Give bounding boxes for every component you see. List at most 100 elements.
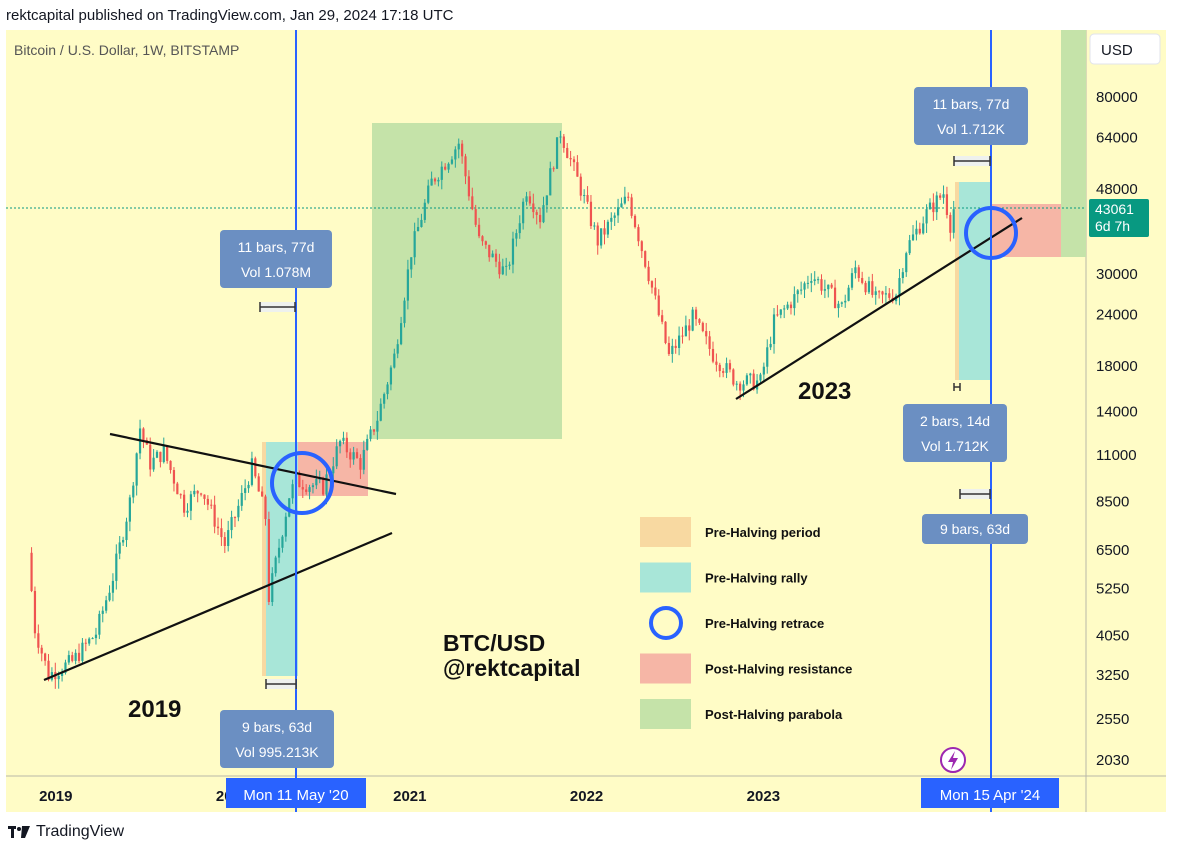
candle-body	[657, 295, 660, 316]
halving-date-text-2020: Mon 11 May '20	[243, 787, 348, 804]
candle-body	[355, 452, 359, 459]
candle-body	[338, 440, 342, 447]
info-box-2-line2: Vol 995.213K	[235, 744, 319, 760]
candle-body	[735, 383, 738, 385]
last-price-label: 43061 6d 7h	[1089, 199, 1149, 237]
year-label-2019: 2019	[128, 696, 181, 723]
candle-body	[416, 226, 420, 232]
candle-body	[600, 228, 603, 246]
currency-button[interactable]: USD	[1089, 33, 1161, 65]
candle-body	[308, 487, 311, 492]
range-marker-2024-top	[953, 156, 991, 166]
candle-body	[57, 675, 60, 680]
candle-body	[515, 233, 518, 239]
candle-body	[674, 345, 677, 349]
candle-body	[454, 149, 457, 160]
candle-body	[718, 364, 721, 372]
candle-body	[105, 600, 108, 611]
candle-body	[389, 367, 393, 385]
candle-body	[376, 420, 379, 432]
candle-body	[481, 236, 484, 242]
candle-body	[305, 489, 308, 492]
y-tick-label: 14000	[1096, 404, 1138, 421]
candle-body	[254, 458, 257, 477]
candle-body	[722, 371, 725, 373]
candle-body	[925, 209, 928, 224]
candle-body	[115, 553, 118, 581]
price-axis-background	[1086, 30, 1166, 776]
candle-body	[345, 437, 348, 453]
candle-body	[640, 241, 643, 252]
candle-body	[786, 304, 789, 309]
candle-body	[111, 580, 115, 593]
candle-body	[633, 215, 637, 228]
candle-body	[423, 202, 426, 220]
info-box-2-line1: 9 bars, 63d	[242, 719, 312, 735]
candle-body	[681, 335, 684, 337]
candle-body	[108, 592, 111, 601]
legend-circle	[649, 606, 683, 640]
candle-body	[949, 214, 952, 233]
legend-label: Post-Halving parabola	[705, 707, 843, 722]
legend-label: Pre-Halving period	[705, 525, 821, 540]
candle-body	[406, 269, 409, 301]
candle-body	[803, 283, 806, 290]
x-tick-label: 2019	[39, 788, 72, 805]
candle-body	[193, 490, 196, 495]
candle-body	[820, 279, 823, 291]
candle-body	[766, 347, 769, 367]
halving-date-label-2024: Mon 15 Apr '24	[921, 778, 1059, 808]
candle-body	[562, 136, 565, 148]
candle-body	[759, 374, 762, 381]
candle-body	[301, 487, 304, 490]
candle-body	[844, 300, 847, 303]
candle-body	[311, 485, 315, 488]
y-tick-label: 80000	[1096, 89, 1138, 106]
range-marker-2024-bottom	[959, 489, 991, 499]
candle-body	[166, 446, 169, 461]
candle-body	[518, 223, 521, 234]
candle-body	[47, 660, 50, 680]
candle-body	[552, 168, 555, 170]
triangle-upper-trendline	[109, 432, 397, 496]
info-box-4: 2 bars, 14d Vol 1.712K	[903, 404, 1007, 462]
candle-body	[349, 452, 352, 460]
info-box-2: 9 bars, 63d Vol 995.213K	[220, 710, 334, 768]
candle-body	[325, 474, 328, 495]
x-tick-label: 2021	[393, 788, 426, 805]
candle-body	[322, 478, 325, 495]
post-halving-parabola-zone	[372, 123, 562, 439]
candle-body	[732, 369, 735, 385]
candle-body	[610, 217, 613, 222]
candle-body	[613, 215, 616, 218]
candle-body	[644, 251, 647, 267]
candle-body	[33, 590, 37, 634]
lightning-icon[interactable]	[940, 747, 966, 773]
candle-body	[362, 449, 365, 470]
candle-body	[393, 353, 396, 368]
candle-body	[461, 143, 464, 157]
candle-body	[511, 238, 515, 265]
candle-body	[216, 526, 220, 529]
candle-body	[576, 162, 579, 177]
tradingview-logo: TradingView	[8, 823, 124, 841]
candle-body	[671, 345, 674, 355]
candle-body	[728, 363, 732, 370]
publisher-header: rektcapital published on TradingView.com…	[6, 7, 454, 24]
halving-date-label-2020: Mon 11 May '20	[226, 778, 366, 808]
y-tick-label: 8500	[1096, 494, 1129, 511]
candle-body	[593, 225, 596, 227]
candle-body	[715, 361, 718, 365]
candle-body	[359, 458, 362, 470]
y-tick-label: 6500	[1096, 542, 1129, 559]
candle-body	[772, 314, 776, 344]
candle-body	[118, 542, 121, 554]
candle-body	[132, 485, 135, 498]
candle-body	[623, 196, 626, 204]
legend-swatch	[640, 562, 691, 593]
candle-body	[620, 203, 623, 208]
candle-body	[627, 196, 630, 198]
candle-body	[827, 284, 830, 290]
legend-label: Pre-Halving rally	[705, 571, 808, 586]
